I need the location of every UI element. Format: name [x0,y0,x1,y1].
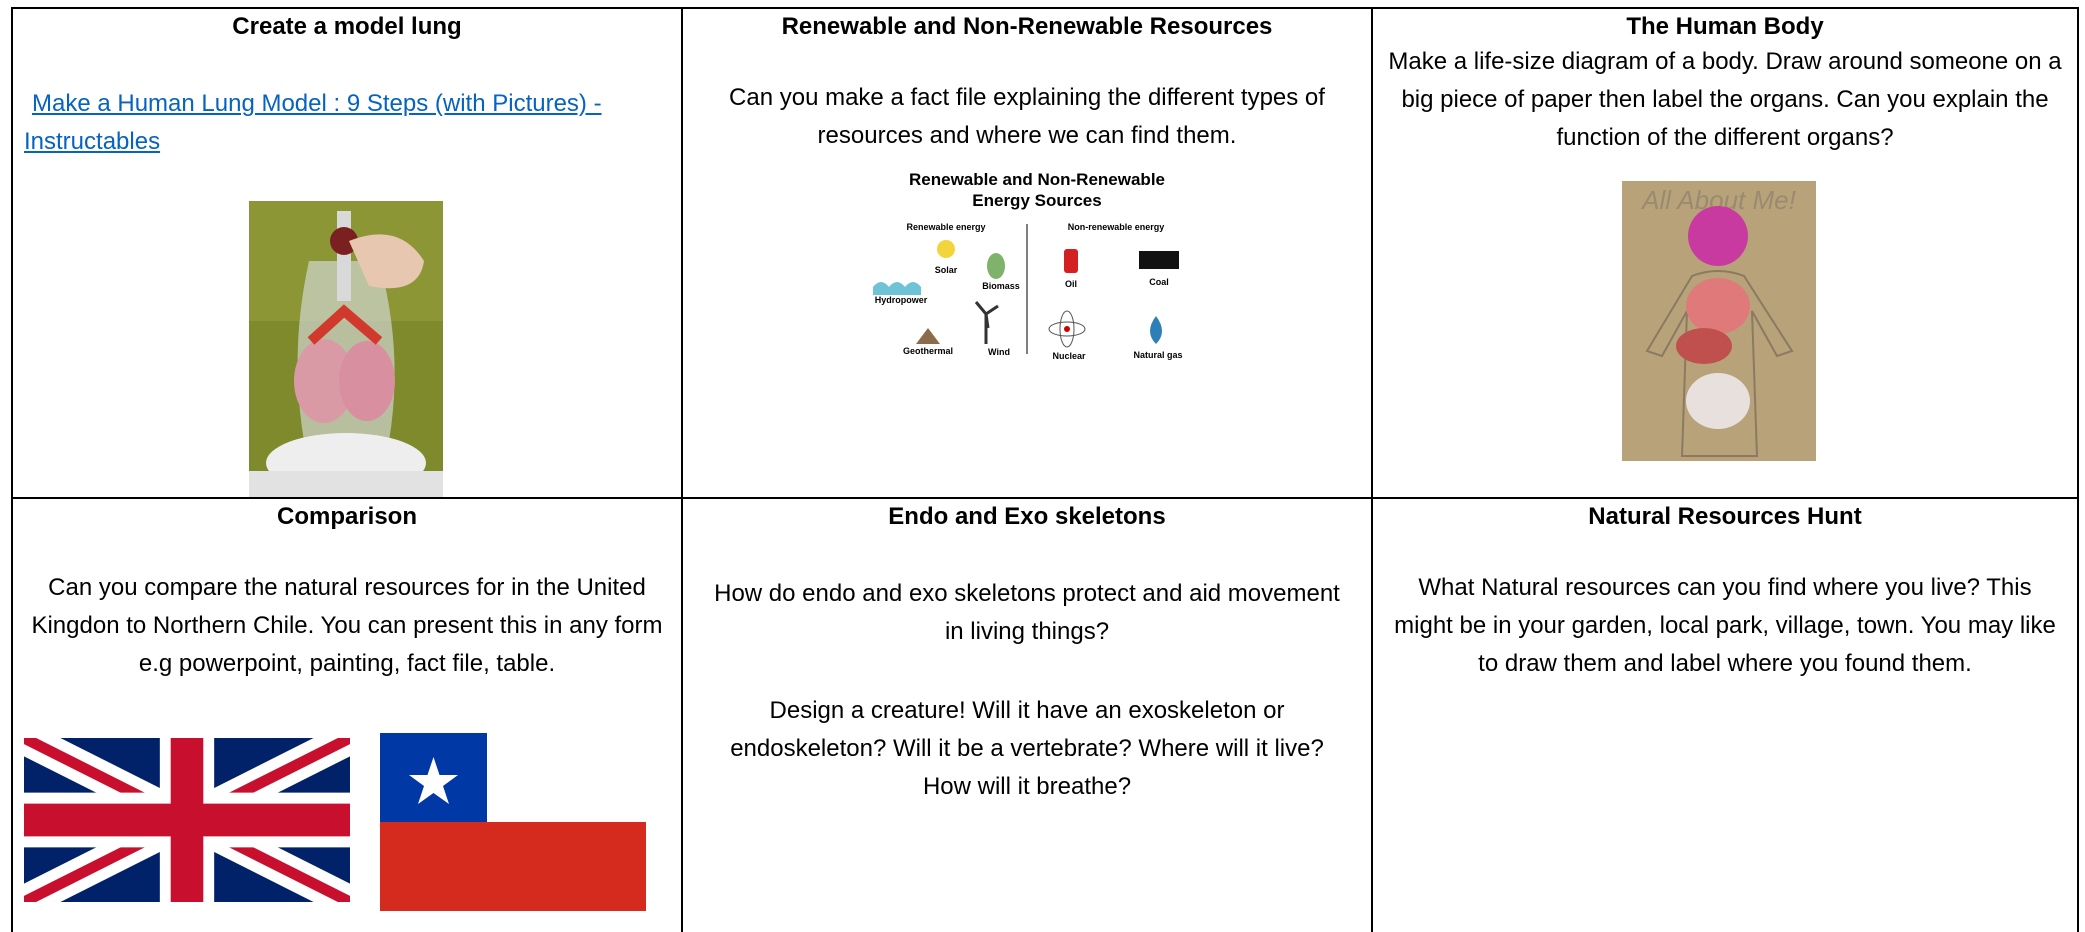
link[interactable]: Make a Human Lung Model : 9 Steps (with … [24,90,602,155]
border [11,7,2079,9]
cell-title: Create a model lung [232,13,462,40]
image-label: Hydropower [875,295,928,305]
cell-link-wrap: Make a Human Lung Model : 9 Steps (with … [24,85,672,161]
cell-title: Natural Resources Hunt [1588,503,1862,530]
border [11,497,2079,499]
cell-title: Comparison [276,503,417,530]
image-label: Geothermal [903,346,953,356]
cell-text: What Natural resources can you find wher… [1394,574,2056,677]
cell-title: The Human Body [1626,13,1824,40]
image-text: Renewable energy [906,222,985,232]
border [2077,7,2079,932]
image-label: Wind [988,347,1010,357]
cell-text: Design a creature! Will it have an exosk… [730,697,1324,800]
border [681,7,683,932]
image-text: Non-renewable energy [1068,222,1165,232]
image-label: Natural gas [1133,350,1182,360]
chile-flag [380,733,646,911]
body-image: All About Me! [1622,181,1816,461]
image-title: Renewable and Non-Renewable Energy Sourc… [909,170,1165,210]
uk-flag [24,738,350,902]
image-label: Biomass [982,281,1020,291]
cell-title: Renewable and Non-Renewable Resources [781,13,1273,40]
cell-text: Can you make a fact file explaining the … [729,84,1325,149]
image-label: Solar [935,265,958,275]
cell-text: Make a life-size diagram of a body. Draw… [1388,48,2062,151]
cell-text: How do endo and exo skeletons protect an… [714,580,1340,645]
border [11,7,13,932]
energy-image: Renewable and Non-Renewable Energy Sourc… [871,169,1203,368]
image-label: Nuclear [1052,351,1086,361]
lung-image [249,201,443,497]
image-label: Coal [1149,277,1169,287]
cell-text: Can you compare the natural resources fo… [31,574,663,677]
border [1371,7,1373,932]
image-label: Oil [1065,279,1077,289]
cell-title: Endo and Exo skeletons [888,503,1166,530]
